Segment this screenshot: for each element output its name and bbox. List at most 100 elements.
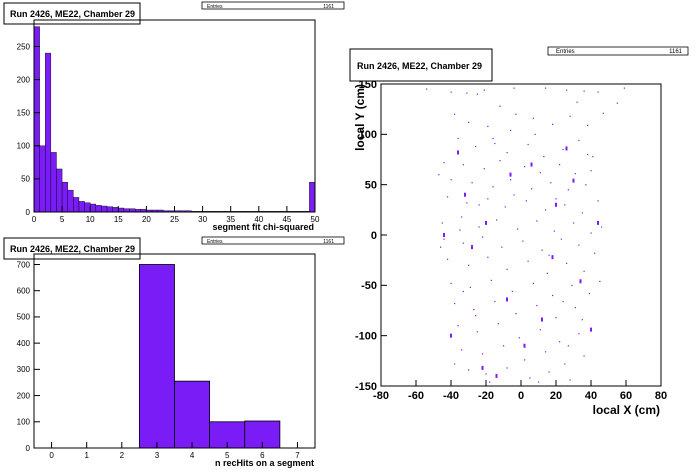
panel3-point-15	[552, 123, 554, 125]
panel2-x-tick-label-4: 4	[190, 451, 195, 460]
panel1-x-tick-label-10: 50	[311, 215, 320, 224]
panel1-y-ticks: 0 50 100 150 200 250	[17, 42, 40, 217]
panel3-point-116	[489, 381, 491, 383]
panel1-y-tick-label-5: 250	[17, 42, 31, 51]
panel1-x-tick-label-1: 5	[60, 215, 65, 224]
panel1-title: Run 2426, ME22, Chamber 29	[10, 9, 135, 19]
panel1-bar-9	[84, 202, 91, 213]
panel3-point-130	[492, 137, 494, 140]
panel1-bar-13	[106, 206, 113, 213]
panel3-point-6	[566, 89, 568, 91]
panel3-point-73	[447, 258, 449, 260]
panel3-point-87	[571, 284, 573, 287]
panel1-bars	[33, 26, 316, 213]
panel3-point-31	[483, 168, 485, 170]
panel3-point-26	[562, 148, 564, 151]
panel3-point-41	[510, 179, 512, 181]
panel3-point-13	[510, 129, 512, 132]
panel3-point-63	[590, 232, 592, 234]
panel-chi-squared: Run 2426, ME22, Chamber 29 Entries 1161 …	[3, 1, 345, 232]
panel1-x-tick-label-4: 20	[142, 215, 151, 224]
panel3-dense-point-15	[509, 172, 512, 177]
panel3-point-35	[559, 164, 561, 166]
panel3-y-tick-label-5: 100	[359, 129, 377, 141]
panel1-title-box	[3, 2, 141, 25]
panel3-point-11	[468, 121, 470, 123]
panel3-point-134	[513, 194, 515, 196]
panel1-stats-box	[201, 1, 345, 10]
panel3-point-22	[494, 142, 496, 145]
panel3-point-78	[546, 272, 548, 274]
panel3-point-83	[490, 279, 492, 281]
panel3-point-61	[553, 230, 555, 232]
panel3-dense-point-11	[541, 317, 543, 322]
panel3-y-ticks: -150 -100 -50 0 50 100 150	[355, 79, 387, 393]
panel3-point-53	[581, 212, 583, 214]
panel2-y-tick-label-6: 600	[17, 287, 31, 296]
panel3-point-20	[457, 137, 459, 140]
panel3-point-114	[548, 371, 550, 373]
panel3-point-36	[574, 173, 576, 175]
panel3-point-1	[450, 91, 452, 93]
panel3-point-66	[482, 236, 484, 238]
panel3-point-135	[548, 254, 550, 256]
panel3-point-104	[482, 353, 484, 355]
panel3-point-131	[581, 319, 583, 321]
panel3-point-49	[504, 206, 506, 208]
panel3-point-99	[518, 337, 520, 339]
panel1-x-ticks: 0 5 10 15 20 25 30 35 40 45 50	[32, 206, 320, 224]
panel3-point-120	[440, 246, 442, 248]
panel2-stats-label: Entries	[207, 239, 223, 245]
panel1-bar-7	[73, 197, 80, 213]
panel1-bar-15	[118, 207, 125, 213]
panel3-point-103	[461, 349, 463, 351]
panel3-point-40	[492, 186, 494, 188]
panel3-stats-label: Entries	[556, 49, 575, 55]
panel1-bar-14	[112, 207, 119, 213]
panel3-point-43	[550, 182, 552, 184]
panel1-bar-2	[45, 52, 52, 213]
panel3-point-110	[468, 369, 470, 371]
panel3-point-14	[532, 117, 534, 119]
panel3-point-0	[426, 88, 428, 90]
panel2-bar-0	[138, 264, 175, 449]
panel3-point-29	[443, 162, 445, 164]
panel3-x-tick-label-2: -40	[443, 390, 459, 402]
panel3-point-24	[527, 143, 529, 146]
panel3-dense-point-5	[551, 255, 554, 260]
panel3-point-50	[525, 200, 527, 202]
panel3-point-93	[536, 304, 538, 307]
panel1-bar-3	[50, 152, 57, 213]
panel3-point-39	[471, 182, 473, 184]
panel3-point-139	[562, 300, 564, 303]
panel2-x-tick-label-3: 3	[155, 451, 160, 460]
panel3-x-ticks: -80 -60 -40 -20 0 20 40 60 80	[373, 380, 667, 402]
panel2-y-tick-label-4: 400	[17, 339, 31, 348]
panel3-point-95	[574, 306, 576, 309]
panel1-bar-0	[33, 26, 40, 213]
panel3-point-115	[569, 379, 571, 381]
panel3-point-97	[476, 331, 478, 333]
panel2-stats-value: 1161	[323, 239, 334, 245]
panel-local-xy: Run 2426, ME22, Chamber 29 Entries 1161 …	[349, 46, 689, 417]
panel3-point-88	[588, 292, 590, 295]
panel3-point-58	[496, 219, 498, 221]
panel3-point-55	[441, 222, 443, 224]
panel3-point-105	[503, 345, 505, 347]
panel3-point-85	[532, 282, 534, 285]
panel3-point-10	[454, 113, 456, 115]
panel3-point-124	[515, 113, 517, 115]
panel3-point-133	[534, 133, 536, 136]
panel3-point-2	[466, 92, 468, 94]
panel3-point-90	[473, 308, 475, 311]
panel1-x-tick-label-7: 35	[226, 215, 235, 224]
panel3-point-7	[583, 90, 585, 92]
panel3-x-tick-label-4: 0	[518, 390, 524, 402]
panel1-x-tick-label-5: 25	[170, 215, 179, 224]
panel2-y-tick-label-3: 300	[17, 365, 31, 374]
panel1-stats-label: Entries	[207, 4, 223, 10]
panel3-point-129	[567, 345, 569, 347]
panel3-point-126	[459, 229, 461, 231]
